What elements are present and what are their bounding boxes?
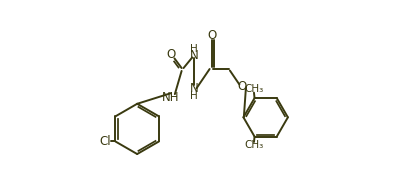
Text: CH₃: CH₃ <box>244 84 263 94</box>
Text: O: O <box>238 80 247 93</box>
Text: N: N <box>190 82 199 95</box>
Text: Cl: Cl <box>99 135 111 148</box>
Text: O: O <box>166 48 176 61</box>
Text: H: H <box>190 91 198 101</box>
Text: O: O <box>207 29 216 42</box>
Text: CH₃: CH₃ <box>244 140 263 150</box>
Text: H: H <box>190 44 198 54</box>
Text: NH: NH <box>162 92 180 104</box>
Text: N: N <box>190 49 199 62</box>
